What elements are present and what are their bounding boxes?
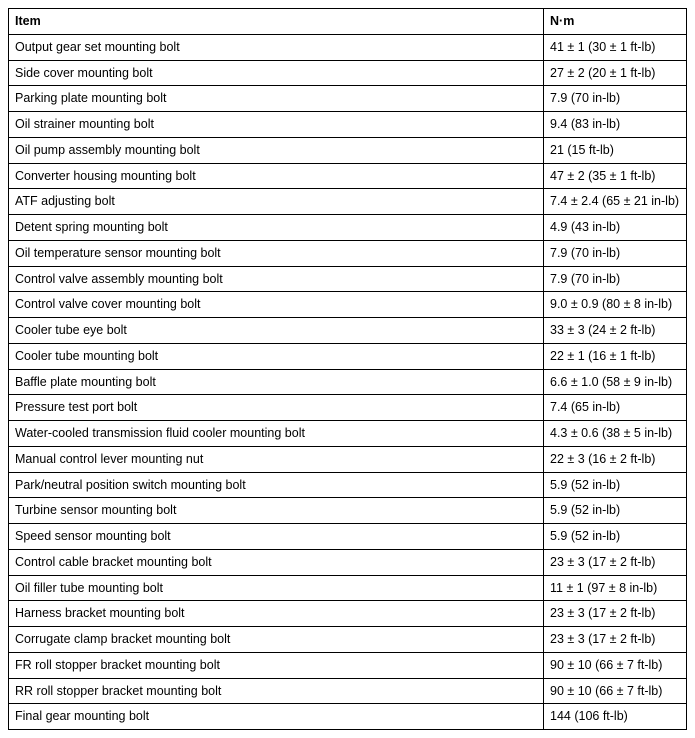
cell-nm: 4.3 ± 0.6 (38 ± 5 in-lb) [544,421,687,447]
table-row: Side cover mounting bolt27 ± 2 (20 ± 1 f… [9,60,687,86]
table-row: Harness bracket mounting bolt23 ± 3 (17 … [9,601,687,627]
cell-nm: 21 (15 ft-lb) [544,137,687,163]
cell-nm: 9.4 (83 in-lb) [544,112,687,138]
cell-item: Oil filler tube mounting bolt [9,575,544,601]
cell-item: Converter housing mounting bolt [9,163,544,189]
table-body: Output gear set mounting bolt41 ± 1 (30 … [9,34,687,729]
table-row: Corrugate clamp bracket mounting bolt23 … [9,627,687,653]
table-row: Oil temperature sensor mounting bolt7.9 … [9,240,687,266]
cell-nm: 6.6 ± 1.0 (58 ± 9 in-lb) [544,369,687,395]
table-row: Manual control lever mounting nut22 ± 3 … [9,446,687,472]
table-row: Oil pump assembly mounting bolt21 (15 ft… [9,137,687,163]
cell-item: Final gear mounting bolt [9,704,544,730]
cell-item: Output gear set mounting bolt [9,34,544,60]
cell-nm: 22 ± 3 (16 ± 2 ft-lb) [544,446,687,472]
cell-item: Side cover mounting bolt [9,60,544,86]
cell-nm: 23 ± 3 (17 ± 2 ft-lb) [544,549,687,575]
cell-item: Cooler tube mounting bolt [9,343,544,369]
cell-item: Cooler tube eye bolt [9,318,544,344]
table-row: Final gear mounting bolt144 (106 ft-lb) [9,704,687,730]
cell-item: Detent spring mounting bolt [9,215,544,241]
cell-nm: 33 ± 3 (24 ± 2 ft-lb) [544,318,687,344]
cell-nm: 7.9 (70 in-lb) [544,86,687,112]
cell-nm: 90 ± 10 (66 ± 7 ft-lb) [544,678,687,704]
cell-nm: 5.9 (52 in-lb) [544,472,687,498]
cell-nm: 5.9 (52 in-lb) [544,498,687,524]
cell-item: Turbine sensor mounting bolt [9,498,544,524]
table-row: FR roll stopper bracket mounting bolt90 … [9,652,687,678]
table-row: Control cable bracket mounting bolt23 ± … [9,549,687,575]
cell-nm: 7.4 (65 in-lb) [544,395,687,421]
cell-nm: 22 ± 1 (16 ± 1 ft-lb) [544,343,687,369]
cell-nm: 47 ± 2 (35 ± 1 ft-lb) [544,163,687,189]
cell-item: FR roll stopper bracket mounting bolt [9,652,544,678]
cell-nm: 7.9 (70 in-lb) [544,240,687,266]
cell-nm: 41 ± 1 (30 ± 1 ft-lb) [544,34,687,60]
cell-item: Oil temperature sensor mounting bolt [9,240,544,266]
cell-item: Control cable bracket mounting bolt [9,549,544,575]
cell-item: Baffle plate mounting bolt [9,369,544,395]
table-header-row: Item N·m [9,9,687,35]
cell-item: Water-cooled transmission fluid cooler m… [9,421,544,447]
header-item: Item [9,9,544,35]
table-row: Output gear set mounting bolt41 ± 1 (30 … [9,34,687,60]
table-row: Cooler tube mounting bolt22 ± 1 (16 ± 1 … [9,343,687,369]
table-row: Control valve assembly mounting bolt7.9 … [9,266,687,292]
cell-nm: 7.4 ± 2.4 (65 ± 21 in-lb) [544,189,687,215]
cell-nm: 90 ± 10 (66 ± 7 ft-lb) [544,652,687,678]
table-row: Control valve cover mounting bolt9.0 ± 0… [9,292,687,318]
cell-item: Corrugate clamp bracket mounting bolt [9,627,544,653]
header-nm: N·m [544,9,687,35]
table-row: Oil strainer mounting bolt9.4 (83 in-lb) [9,112,687,138]
cell-item: Control valve assembly mounting bolt [9,266,544,292]
cell-nm: 11 ± 1 (97 ± 8 in-lb) [544,575,687,601]
table-row: Pressure test port bolt7.4 (65 in-lb) [9,395,687,421]
table-row: Oil filler tube mounting bolt11 ± 1 (97 … [9,575,687,601]
table-row: Baffle plate mounting bolt6.6 ± 1.0 (58 … [9,369,687,395]
table-row: Park/neutral position switch mounting bo… [9,472,687,498]
cell-item: Park/neutral position switch mounting bo… [9,472,544,498]
table-header: Item N·m [9,9,687,35]
cell-nm: 27 ± 2 (20 ± 1 ft-lb) [544,60,687,86]
cell-nm: 5.9 (52 in-lb) [544,524,687,550]
cell-item: Harness bracket mounting bolt [9,601,544,627]
cell-nm: 7.9 (70 in-lb) [544,266,687,292]
table-row: Turbine sensor mounting bolt5.9 (52 in-l… [9,498,687,524]
table-row: Water-cooled transmission fluid cooler m… [9,421,687,447]
cell-item: Oil strainer mounting bolt [9,112,544,138]
cell-nm: 144 (106 ft-lb) [544,704,687,730]
cell-item: Parking plate mounting bolt [9,86,544,112]
torque-spec-table: Item N·m Output gear set mounting bolt41… [8,8,687,730]
cell-item: Control valve cover mounting bolt [9,292,544,318]
cell-nm: 4.9 (43 in-lb) [544,215,687,241]
table-row: Converter housing mounting bolt47 ± 2 (3… [9,163,687,189]
cell-nm: 23 ± 3 (17 ± 2 ft-lb) [544,627,687,653]
table-row: ATF adjusting bolt7.4 ± 2.4 (65 ± 21 in-… [9,189,687,215]
table-row: Cooler tube eye bolt33 ± 3 (24 ± 2 ft-lb… [9,318,687,344]
table-row: RR roll stopper bracket mounting bolt90 … [9,678,687,704]
cell-nm: 9.0 ± 0.9 (80 ± 8 in-lb) [544,292,687,318]
table-row: Parking plate mounting bolt7.9 (70 in-lb… [9,86,687,112]
table-row: Speed sensor mounting bolt5.9 (52 in-lb) [9,524,687,550]
cell-item: ATF adjusting bolt [9,189,544,215]
cell-item: Speed sensor mounting bolt [9,524,544,550]
cell-item: Manual control lever mounting nut [9,446,544,472]
cell-item: RR roll stopper bracket mounting bolt [9,678,544,704]
cell-item: Oil pump assembly mounting bolt [9,137,544,163]
cell-nm: 23 ± 3 (17 ± 2 ft-lb) [544,601,687,627]
table-row: Detent spring mounting bolt4.9 (43 in-lb… [9,215,687,241]
cell-item: Pressure test port bolt [9,395,544,421]
